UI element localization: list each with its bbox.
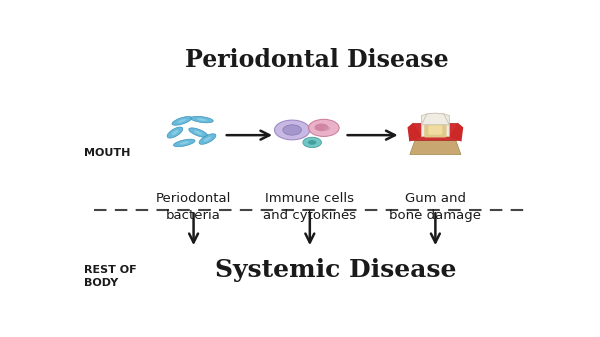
Circle shape	[323, 126, 330, 130]
Ellipse shape	[172, 130, 178, 135]
Ellipse shape	[172, 117, 192, 125]
Circle shape	[308, 140, 316, 145]
Ellipse shape	[167, 127, 183, 138]
Text: REST OF
BODY: REST OF BODY	[84, 265, 137, 288]
Text: MOUTH: MOUTH	[84, 148, 131, 158]
Text: Periodontal Disease: Periodontal Disease	[185, 48, 449, 72]
Ellipse shape	[178, 119, 187, 123]
Circle shape	[283, 125, 301, 135]
Text: Gum and
bone damage: Gum and bone damage	[389, 192, 481, 222]
Text: Immune cells
and cytokines: Immune cells and cytokines	[263, 192, 356, 222]
Polygon shape	[449, 123, 463, 142]
Polygon shape	[410, 135, 461, 155]
Ellipse shape	[191, 116, 213, 123]
Ellipse shape	[197, 118, 207, 121]
Circle shape	[314, 123, 328, 131]
Polygon shape	[407, 123, 421, 142]
Text: Periodontal
bacteria: Periodontal bacteria	[156, 192, 231, 222]
FancyBboxPatch shape	[424, 121, 446, 137]
Text: Systemic Disease: Systemic Disease	[215, 258, 456, 282]
Polygon shape	[410, 123, 461, 140]
Ellipse shape	[199, 134, 216, 144]
Circle shape	[308, 119, 339, 136]
Polygon shape	[421, 113, 449, 125]
Ellipse shape	[173, 139, 195, 147]
Circle shape	[274, 120, 310, 140]
Polygon shape	[421, 114, 449, 136]
FancyBboxPatch shape	[428, 125, 442, 135]
Circle shape	[303, 137, 322, 148]
Ellipse shape	[204, 137, 211, 142]
Ellipse shape	[179, 141, 189, 145]
Ellipse shape	[189, 128, 208, 137]
Ellipse shape	[194, 130, 202, 134]
